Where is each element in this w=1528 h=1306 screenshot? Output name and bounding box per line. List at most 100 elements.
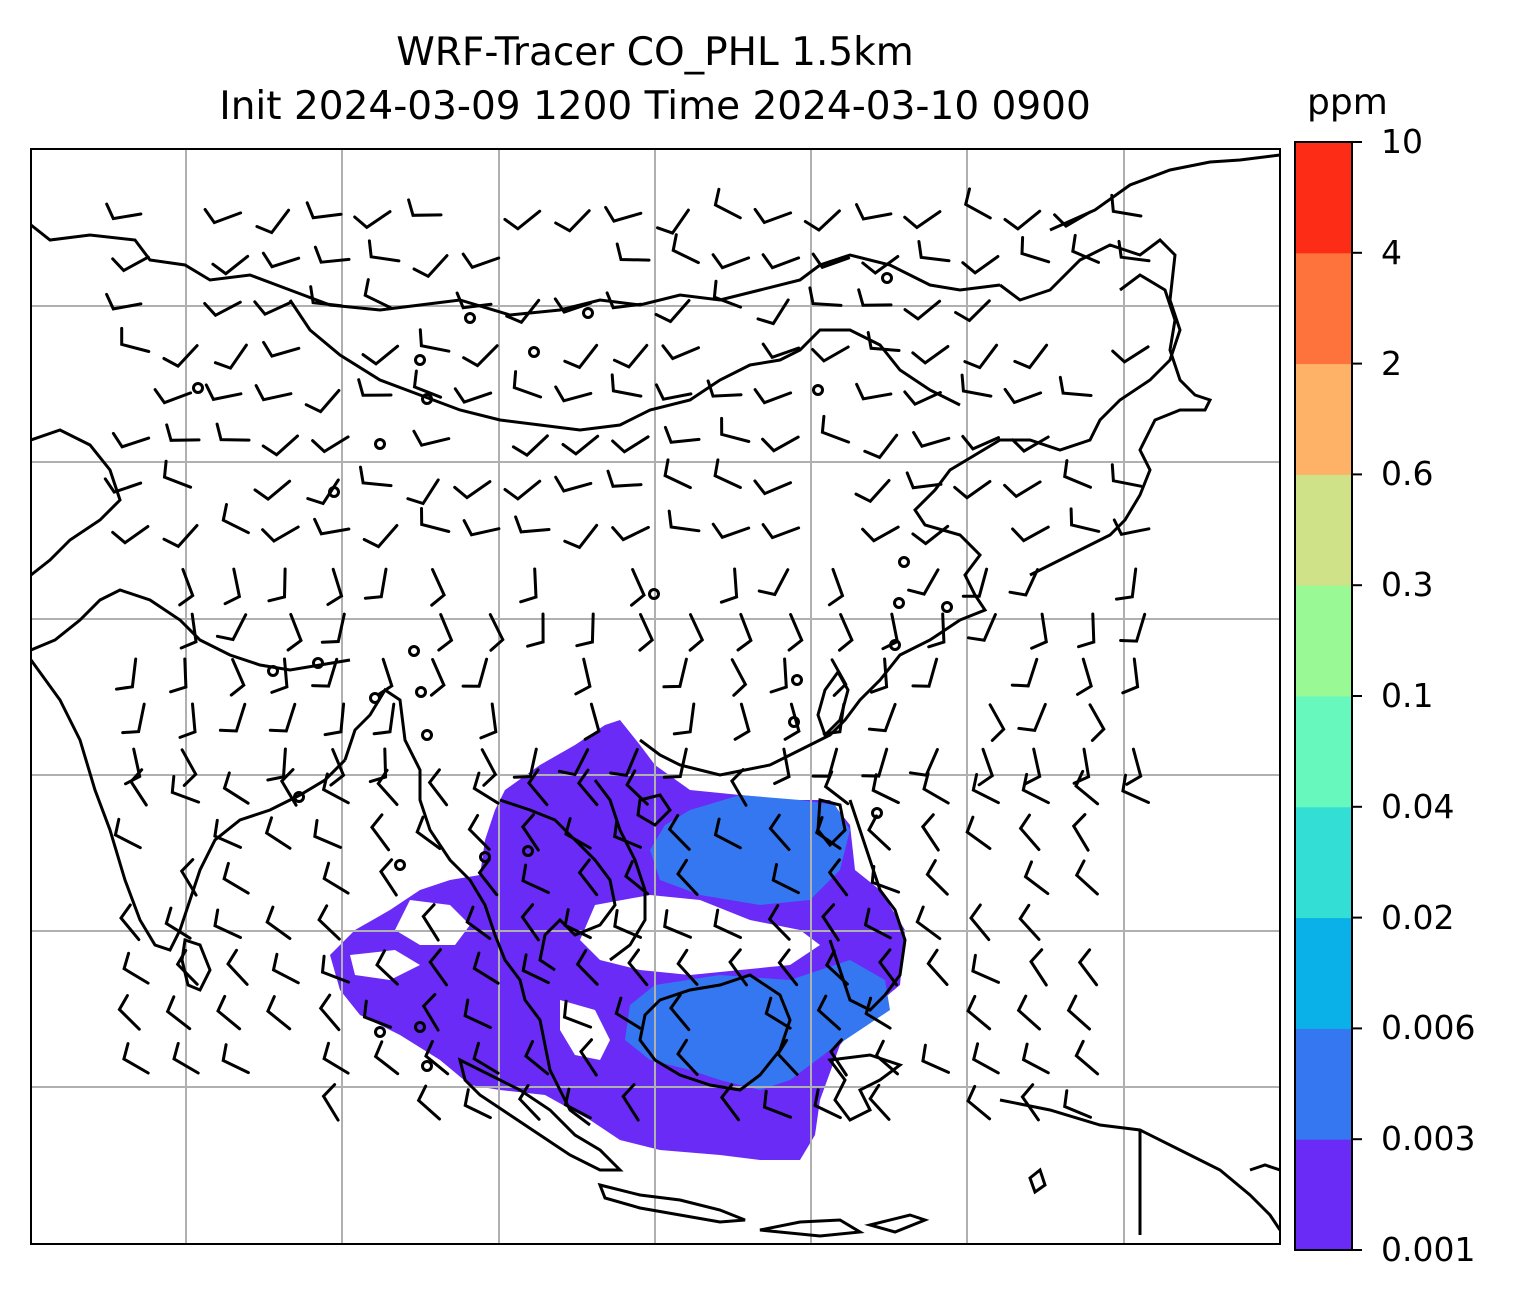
wind-barb-icon <box>179 858 198 897</box>
wind-barb-icon <box>517 1083 541 1121</box>
colorbar-band <box>1295 696 1352 808</box>
wind-barb-icon <box>961 567 989 598</box>
wind-barb-icon <box>1119 612 1147 643</box>
wind-barb-icon <box>1021 1042 1050 1075</box>
wind-barb-icon <box>321 1083 340 1122</box>
wind-barb-icon <box>1069 507 1101 533</box>
wind-barb-icon <box>1063 459 1092 489</box>
wind-barb-icon <box>313 245 351 264</box>
wind-barb-icon <box>557 748 590 777</box>
wind-barb-icon <box>830 658 848 697</box>
wind-barb-icon <box>1074 1039 1100 1076</box>
wind-barb-icon <box>320 954 351 984</box>
wind-barb-icon <box>638 613 655 652</box>
wind-barb-icon <box>261 434 299 457</box>
wind-barb-icon <box>266 747 287 782</box>
wind-barb-icon <box>111 525 150 545</box>
wind-barb-icon <box>362 524 399 549</box>
map-title-line1: WRF-Tracer CO_PHL 1.5km <box>396 30 914 75</box>
wind-barb-icon <box>654 383 693 401</box>
wind-barb-icon <box>776 1038 799 1076</box>
wind-barb-icon <box>925 859 949 896</box>
wind-barb-icon <box>730 768 748 807</box>
wind-barb-icon <box>753 207 793 225</box>
wind-barb-icon <box>815 816 842 850</box>
wind-barb-icon <box>178 702 197 739</box>
wind-barb-icon <box>153 388 193 405</box>
wind-barb-icon <box>903 299 942 321</box>
wind-barb-icon <box>1077 612 1096 649</box>
colorbar-tick-label: 4 <box>1381 232 1402 272</box>
wind-barb-icon <box>611 435 650 454</box>
wind-barb-icon <box>630 568 646 607</box>
wind-barb-icon <box>960 373 993 398</box>
calm-circle-icon <box>408 645 420 657</box>
wind-barb-icon <box>713 908 742 939</box>
calm-circle-icon <box>394 859 406 871</box>
wind-barb-icon <box>1110 463 1143 488</box>
colorbar-band <box>1295 142 1352 254</box>
wind-barb-icon <box>122 1042 150 1075</box>
wind-barb-icon <box>178 567 195 607</box>
wind-barb-icon <box>728 948 748 987</box>
wind-barb-icon <box>861 747 889 778</box>
wind-barb-icon <box>827 858 849 897</box>
calm-circle-icon <box>369 692 381 704</box>
colorbar-band <box>1295 474 1352 586</box>
wind-barb-icon <box>867 702 897 733</box>
wind-barb-icon <box>362 999 393 1029</box>
wind-barb-icon <box>813 1088 842 1120</box>
wind-barb-icon <box>988 703 1006 742</box>
wind-barb-icon <box>811 252 851 270</box>
wind-barb-icon <box>966 613 997 642</box>
wind-barb-icon <box>304 389 341 414</box>
wind-barb-icon <box>222 861 250 895</box>
colorbar-band <box>1295 917 1352 1029</box>
wind-barb-icon <box>1125 747 1143 786</box>
wind-barb-icon <box>363 278 392 310</box>
wind-barb-icon <box>376 657 394 697</box>
wind-barb-icon <box>211 254 250 276</box>
wind-barb-icon <box>1003 387 1043 405</box>
wind-barb-icon <box>756 298 790 326</box>
wind-barb-icon <box>927 612 946 649</box>
wind-barb-icon <box>213 343 248 370</box>
wind-barb-icon <box>1011 435 1050 453</box>
wind-barb-icon <box>579 1038 598 1077</box>
wind-barb-icon <box>870 865 901 894</box>
wind-barb-icon <box>671 233 700 265</box>
wind-barb-icon <box>961 434 1000 451</box>
colorbar-band <box>1295 806 1352 919</box>
wind-barb-icon <box>311 435 350 454</box>
wind-barb-icon <box>266 995 292 1031</box>
wind-barb-icon <box>615 242 651 262</box>
wind-barb-icon <box>264 816 292 850</box>
wind-barb-icon <box>966 1084 992 1121</box>
colorbar-tick-label: 0.6 <box>1381 454 1434 494</box>
calm-circle-icon <box>312 657 324 669</box>
wind-barb-icon <box>1066 994 1091 1031</box>
wind-barb-icon <box>215 613 248 642</box>
wind-barb-icon <box>609 748 639 777</box>
wind-barb-icon <box>115 657 138 691</box>
wind-barb-icon <box>488 613 505 652</box>
wind-barb-icon <box>719 567 739 604</box>
wind-barb-icon <box>969 903 991 942</box>
wind-barb-icon <box>612 343 649 369</box>
wind-barb-icon <box>803 209 841 232</box>
wind-barb-icon <box>113 817 142 850</box>
wind-barb-icon <box>757 568 790 597</box>
wind-barb-icon <box>261 251 301 269</box>
wind-barb-icon <box>270 657 289 694</box>
colorbar-tick-label: 2 <box>1381 343 1402 383</box>
wind-barb-icon <box>667 814 691 851</box>
wind-barb-icon <box>553 297 593 314</box>
wind-barb-icon <box>1029 948 1048 987</box>
wind-barb-icon <box>669 993 691 1032</box>
calm-circle-icon <box>192 382 204 394</box>
wind-barb-icon <box>253 300 292 317</box>
wind-barb-icon <box>563 343 599 370</box>
wind-barb-icon <box>1077 948 1099 987</box>
wind-barb-icon <box>1076 657 1093 696</box>
wind-barb-icon <box>1071 813 1090 852</box>
